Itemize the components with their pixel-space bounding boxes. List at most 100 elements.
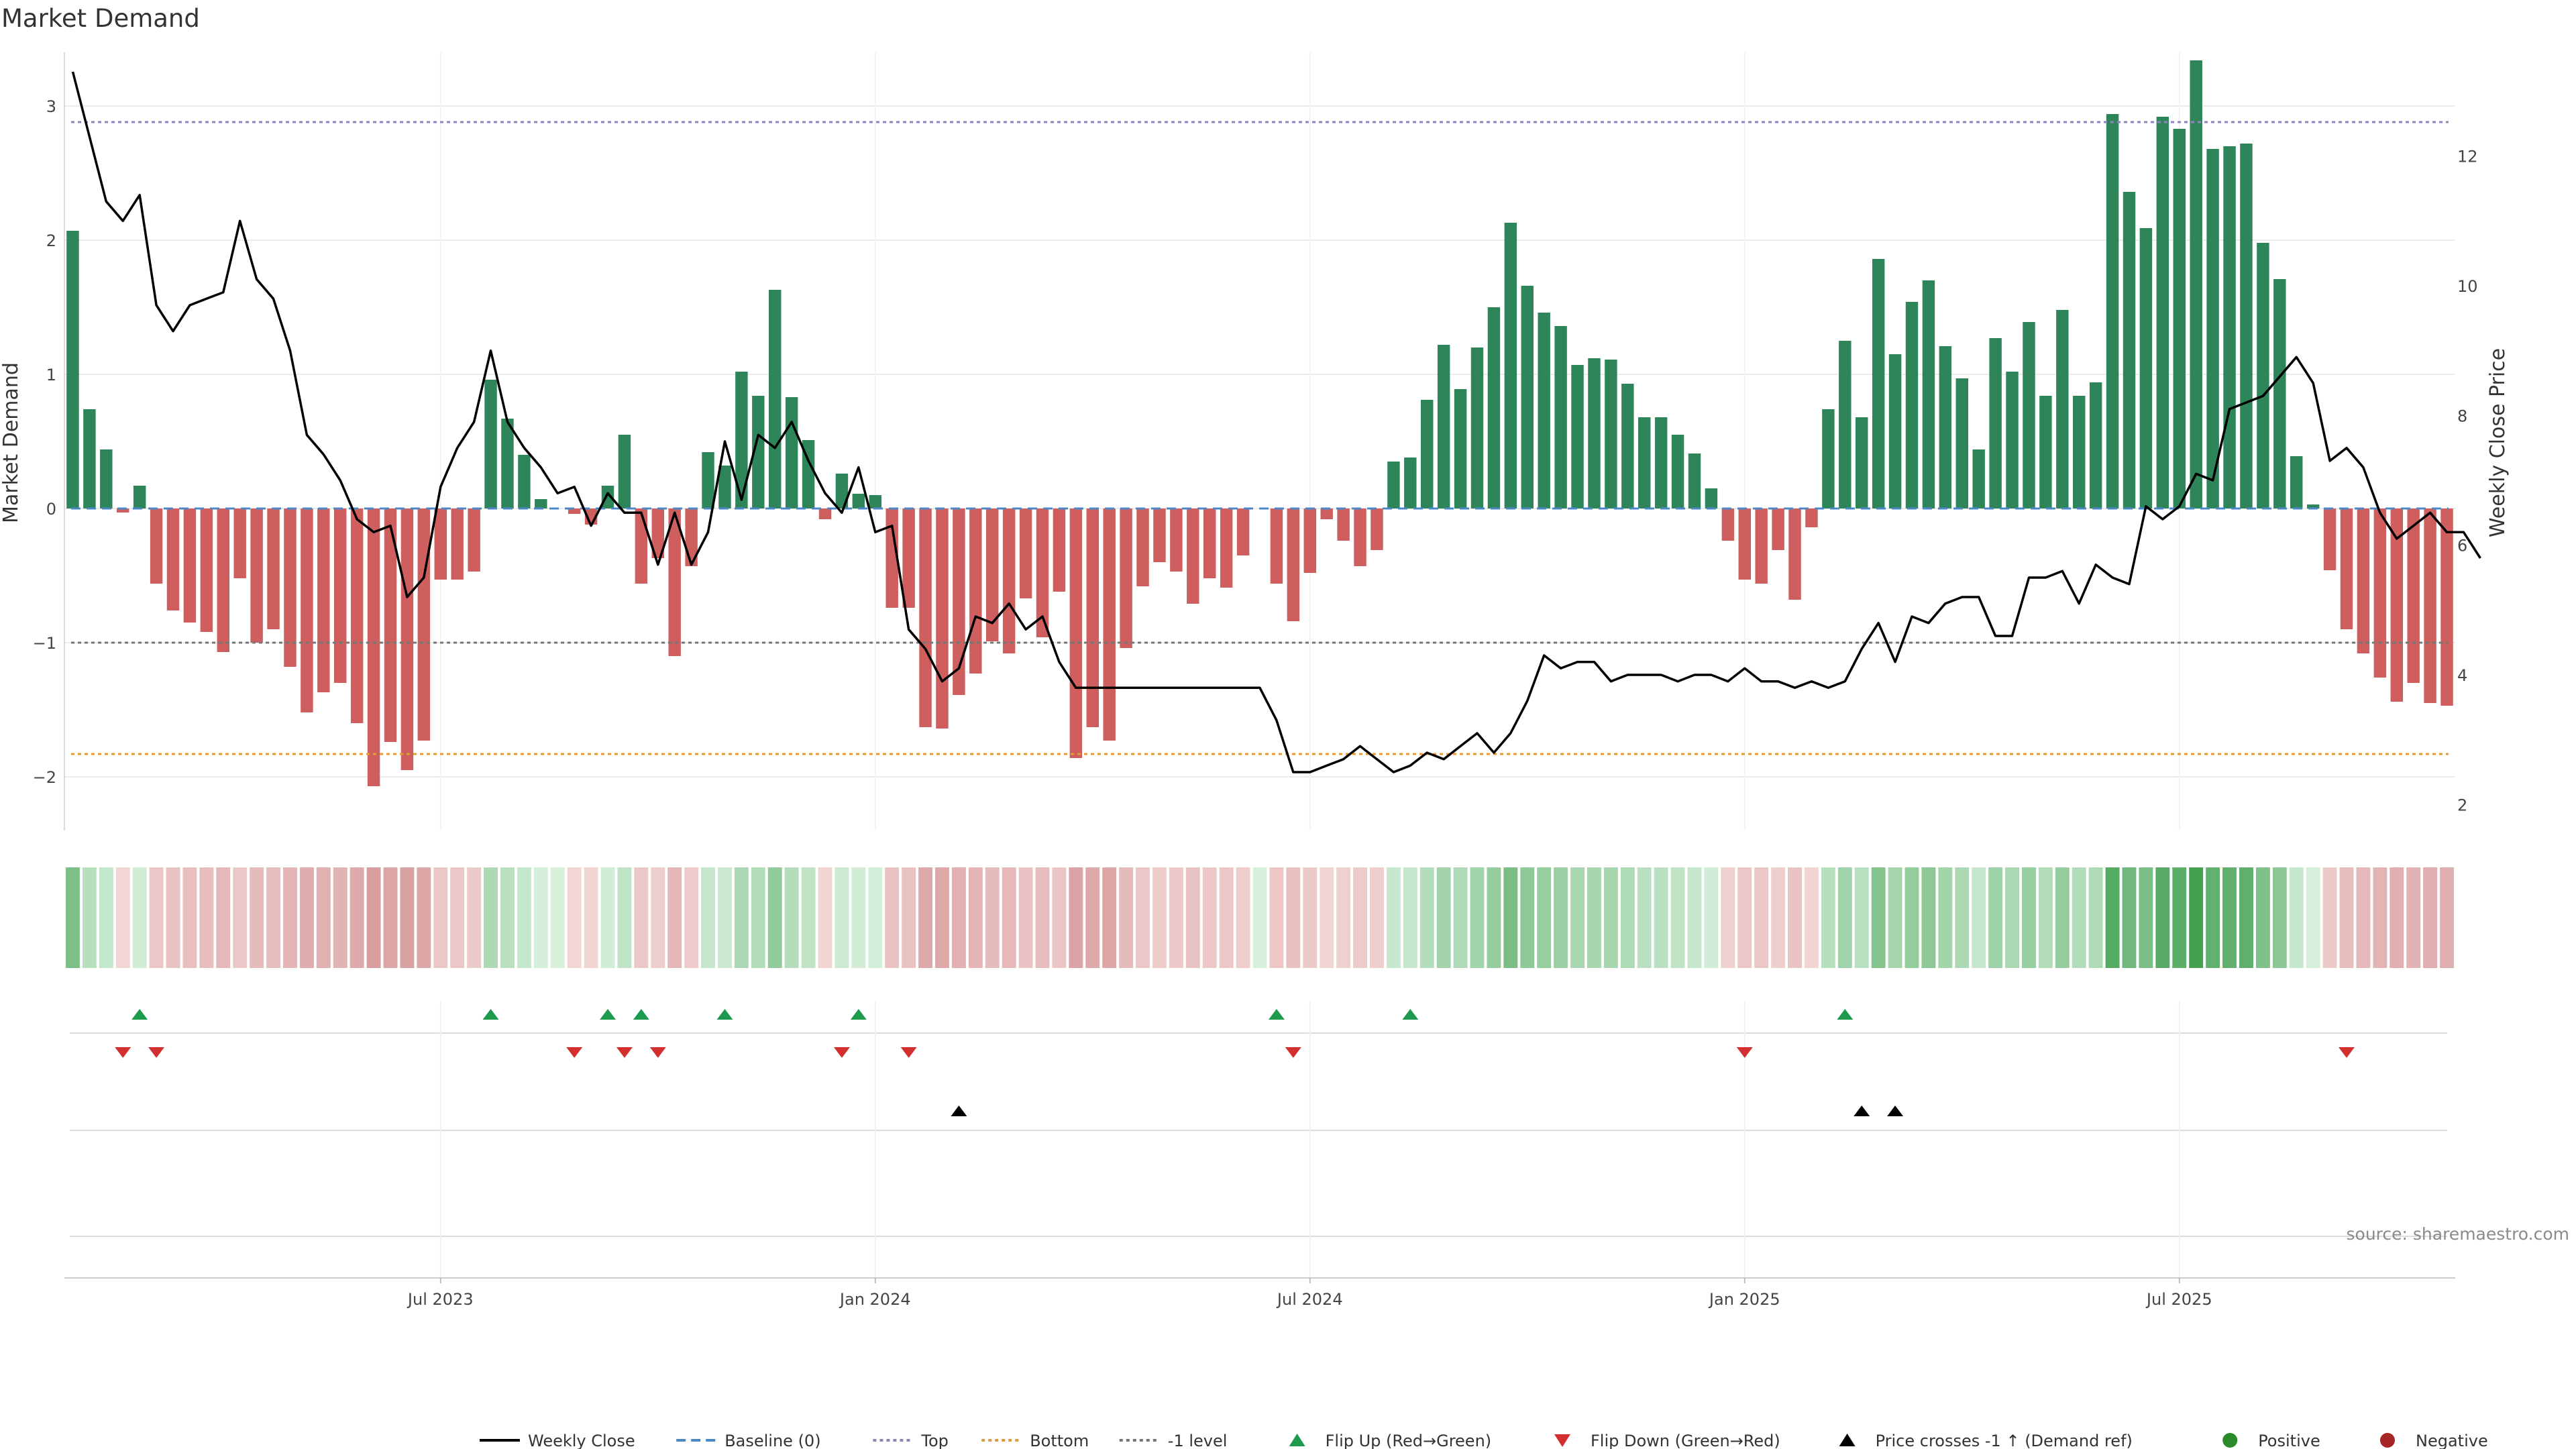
demand-bar (1654, 417, 1668, 508)
heat-cell (701, 867, 716, 968)
demand-bar (1788, 508, 1801, 600)
heat-cell (2155, 867, 2170, 968)
flip-up-marker (716, 1009, 733, 1020)
demand-bar (2373, 508, 2387, 678)
demand-bar (200, 508, 213, 632)
heat-cell (1252, 867, 1267, 968)
demand-bar (1571, 365, 1584, 508)
heat-cell (2339, 867, 2354, 968)
heat-cell (1018, 867, 1033, 968)
heat-cell (1888, 867, 1902, 968)
demand-bar (618, 435, 631, 508)
demand-bar (601, 486, 614, 508)
demand-bar (835, 474, 849, 508)
legend-swatch (2222, 1433, 2238, 1448)
flip-up-marker (482, 1009, 499, 1020)
heat-cell (2172, 867, 2187, 968)
flip-up-marker (600, 1009, 616, 1020)
heat-cell (400, 867, 415, 968)
heat-cell (567, 867, 582, 968)
heat-cell (1152, 867, 1167, 968)
heat-cell (1286, 867, 1301, 968)
legend-item: Price crosses -1 ↑ (Demand ref) (1839, 1432, 2133, 1449)
heat-cell (1169, 867, 1183, 968)
heat-cell (918, 867, 933, 968)
heat-cell (517, 867, 531, 968)
heat-cell (450, 867, 465, 968)
demand-bar (150, 508, 163, 584)
legend: Weekly Close Baseline (0) Top Bottom -1 leve… (480, 1432, 2488, 1449)
y-tick-label: 1 (46, 366, 56, 384)
heat-cell (751, 867, 765, 968)
heat-cell (199, 867, 214, 968)
heat-cell (634, 867, 649, 968)
demand-bar (1421, 400, 1434, 508)
demand-bar (2056, 310, 2069, 508)
demand-bar (2240, 144, 2253, 508)
y2-axis-label: Weekly Close Price (2486, 348, 2510, 537)
demand-bar (2106, 114, 2119, 508)
y2-tick-label: 12 (2457, 148, 2478, 166)
demand-bar (1972, 449, 1985, 508)
heat-cell (2005, 867, 2020, 968)
demand-bar (2190, 60, 2202, 508)
demand-bar (1303, 508, 1316, 573)
heat-cell (1804, 867, 1819, 968)
heat-cell (1938, 867, 1953, 968)
demand-bar (2306, 504, 2320, 508)
heat-cell (2055, 867, 2070, 968)
demand-bar (1755, 508, 1768, 584)
heat-cell (600, 867, 615, 968)
heat-cell (2406, 867, 2421, 968)
demand-bar (1136, 508, 1149, 586)
heat-cell (1871, 867, 1886, 968)
heat-cell (1185, 867, 1200, 968)
heat-cell (851, 867, 866, 968)
heat-cell (1336, 867, 1351, 968)
heat-cell (1487, 867, 1501, 968)
heat-cell (417, 867, 431, 968)
demand-bar (166, 508, 180, 610)
demand-bar (1270, 508, 1283, 584)
demand-bar (1019, 508, 1032, 598)
legend-item: Flip Up (Red→Green) (1289, 1432, 1491, 1449)
heat-cell (350, 867, 364, 968)
heat-cell (1737, 867, 1752, 968)
demand-bar (2424, 508, 2436, 703)
legend-label: Bottom (1030, 1432, 1089, 1449)
heat-cell (182, 867, 197, 968)
legend-item: Negative (2380, 1432, 2488, 1449)
heat-cell (1788, 867, 1803, 968)
heat-cell (1369, 867, 1384, 968)
demand-bar (1287, 508, 1300, 621)
demand-bar (2390, 508, 2403, 702)
y-ticks: −2 −1 0 1 2 3 (33, 97, 56, 787)
price-cross-marker (1854, 1106, 1870, 1116)
heat-cell (1637, 867, 1652, 968)
demand-bar (535, 499, 547, 508)
signal-panels (64, 1001, 2455, 1279)
heat-cell (1419, 867, 1434, 968)
demand-bar (1053, 508, 1066, 592)
x-tick-label: Jul 2023 (407, 1290, 474, 1309)
y-axis-label: Market Demand (0, 362, 23, 523)
y-tick-label: 0 (46, 500, 56, 519)
heat-cell (2440, 867, 2455, 968)
heat-cell (1219, 867, 1234, 968)
legend-label: Positive (2258, 1432, 2320, 1449)
demand-bar (752, 396, 765, 508)
heat-cell (985, 867, 1000, 968)
demand-bar (953, 508, 965, 695)
legend-swatch (1554, 1434, 1570, 1447)
heat-cell (1654, 867, 1668, 968)
heat-cell (1503, 867, 1518, 968)
demand-bar (1069, 508, 1083, 758)
demand-bar (434, 508, 447, 580)
demand-bar (1337, 508, 1350, 541)
demand-bar (2006, 372, 2019, 508)
demand-bar (468, 508, 480, 572)
legend-item: Weekly Close (480, 1432, 635, 1449)
heat-cell (1202, 867, 1217, 968)
y2-tick-label: 6 (2457, 537, 2467, 555)
heat-cell (1520, 867, 1535, 968)
